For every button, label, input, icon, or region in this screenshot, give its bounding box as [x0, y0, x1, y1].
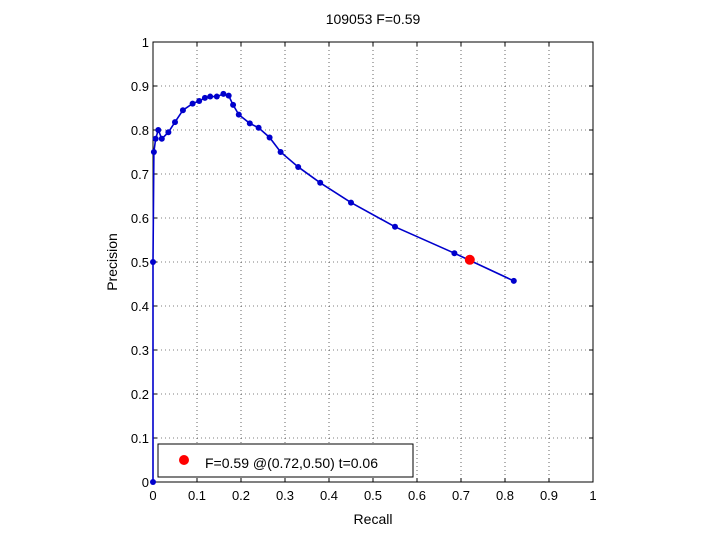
- y-tick-label: 0.7: [131, 167, 149, 182]
- x-tick-label: 0: [149, 488, 156, 503]
- data-point: [317, 179, 324, 186]
- x-tick-label: 0.2: [232, 488, 250, 503]
- y-tick-label: 0.3: [131, 343, 149, 358]
- data-point: [235, 111, 242, 118]
- data-point: [172, 119, 178, 126]
- y-tick-label: 0.2: [131, 387, 149, 402]
- series-group: [150, 90, 517, 485]
- data-point: [179, 107, 186, 114]
- y-tick-label: 0.1: [131, 431, 149, 446]
- chart-title: 109053 F=0.59: [326, 11, 421, 27]
- data-point: [348, 199, 354, 206]
- y-tick-label: 0.4: [131, 299, 149, 314]
- y-tick-label: 0: [142, 475, 149, 490]
- legend: F=0.59 @(0.72,0.50) t=0.06: [157, 443, 414, 478]
- data-point: [189, 100, 196, 107]
- data-point: [295, 163, 302, 170]
- x-tick-label: 0.4: [320, 488, 338, 503]
- data-point: [266, 134, 273, 141]
- y-tick-label: 1: [142, 35, 149, 50]
- data-point: [255, 124, 262, 131]
- data-point: [150, 149, 157, 155]
- x-tick-label: 0.9: [540, 488, 558, 503]
- grid-lines: [153, 42, 593, 482]
- legend-marker: [179, 455, 189, 465]
- data-point: [230, 101, 237, 108]
- x-tick-label: 0.1: [188, 488, 206, 503]
- y-tick-label: 0.9: [131, 79, 149, 94]
- data-point: [510, 277, 517, 284]
- data-point: [220, 90, 227, 97]
- x-tick-label: 0.8: [496, 488, 514, 503]
- data-point: [150, 479, 156, 485]
- data-point: [392, 223, 398, 230]
- data-point: [152, 135, 159, 142]
- legend-box: [157, 443, 414, 478]
- y-tick-label: 0.6: [131, 211, 149, 226]
- axis-ticks: 0 0.1 0.2 0.3 0.4 0.5 0.6 0.7 0.8 0.9 1 0 0.1 0.2 0.3 0…: [131, 35, 597, 503]
- y-tick-label: 0.5: [131, 255, 149, 270]
- x-tick-label: 0.7: [452, 488, 470, 503]
- y-tick-label: 0.8: [131, 123, 149, 138]
- x-tick-label: 1: [589, 488, 596, 503]
- data-point: [225, 92, 232, 99]
- x-tick-label: 0.5: [364, 488, 382, 503]
- data-point: [165, 129, 172, 136]
- data-point: [277, 149, 284, 155]
- x-tick-label: 0.6: [408, 488, 426, 503]
- best-f-point: [464, 254, 475, 265]
- data-point: [158, 135, 165, 142]
- x-tick-label: 0.3: [276, 488, 294, 503]
- data-point: [207, 93, 214, 100]
- data-point: [196, 97, 203, 104]
- data-point: [150, 259, 156, 265]
- series-line: [152, 93, 515, 482]
- data-point: [213, 93, 220, 100]
- data-point: [155, 127, 162, 133]
- legend-entry-0: F=0.59 @(0.72,0.50) t=0.06: [205, 455, 378, 471]
- data-point: [246, 120, 253, 127]
- data-point: [201, 94, 208, 101]
- y-axis-label: Precision: [104, 233, 120, 291]
- data-point: [451, 250, 458, 257]
- x-axis-label: Recall: [354, 511, 393, 527]
